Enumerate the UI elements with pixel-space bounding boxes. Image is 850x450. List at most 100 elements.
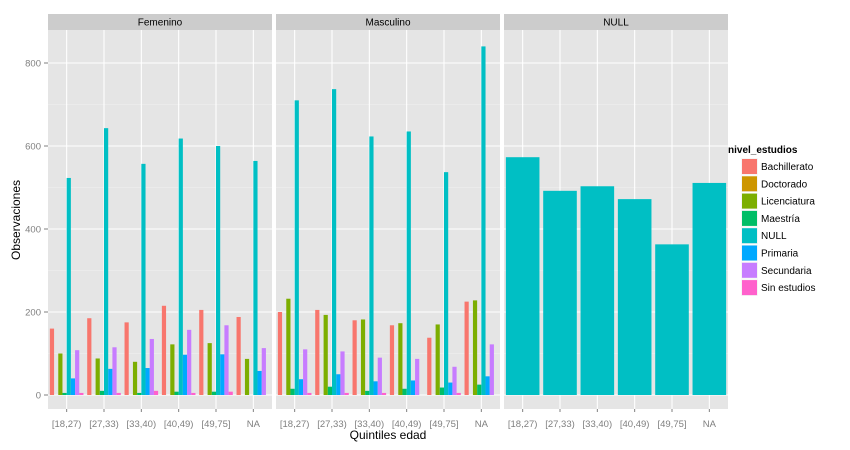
bar-sin-estudios bbox=[344, 392, 349, 395]
bar-maestría bbox=[211, 391, 216, 395]
bar-null bbox=[617, 199, 652, 395]
bar-sin-estudios bbox=[191, 392, 196, 395]
panel-background bbox=[276, 30, 500, 409]
bar-null bbox=[141, 163, 146, 395]
bar-licenciatura bbox=[132, 361, 138, 395]
bar-null bbox=[481, 46, 486, 396]
bar-bachillerato bbox=[161, 305, 167, 395]
bar-primaria bbox=[336, 374, 341, 395]
bar-primaria bbox=[257, 370, 262, 395]
facet-strip bbox=[504, 14, 728, 30]
legend-item-label: Secundaria bbox=[761, 266, 812, 277]
legend-swatch bbox=[742, 176, 757, 192]
bar-maestría bbox=[290, 388, 295, 395]
y-tick-label: 800 bbox=[25, 59, 41, 70]
x-tick-label: [40,49) bbox=[620, 419, 650, 430]
bar-licenciatura bbox=[360, 319, 366, 395]
bar-bachillerato bbox=[315, 309, 320, 395]
panel-null: NULL [18,27) [27,33) [33,40) [40,49) [49,75] N… bbox=[504, 14, 728, 430]
legend-item-label: NULL bbox=[761, 231, 787, 242]
bar-secundaria bbox=[75, 350, 80, 395]
x-tick-label: NA bbox=[475, 419, 489, 430]
bar-maestría bbox=[477, 384, 482, 395]
panel-background bbox=[48, 30, 272, 409]
bar-primaria bbox=[448, 382, 453, 395]
x-tick-label: [40,49) bbox=[392, 419, 422, 430]
bar-secundaria bbox=[112, 347, 117, 395]
facet-strip bbox=[48, 14, 272, 30]
bar-null bbox=[294, 100, 299, 395]
y-tick-label: 0 bbox=[36, 391, 41, 402]
bar-sin-estudios bbox=[116, 392, 121, 395]
legend-item-label: Maestría bbox=[761, 214, 800, 225]
bar-primaria bbox=[373, 381, 378, 395]
bar-null bbox=[178, 138, 183, 395]
bar-maestría bbox=[402, 388, 407, 395]
x-tick-label: [49,75] bbox=[201, 419, 230, 430]
x-tick-label: NA bbox=[703, 419, 717, 430]
legend-swatch bbox=[742, 280, 757, 296]
legend-title: nivel_estudios bbox=[728, 145, 798, 156]
bar-secundaria bbox=[452, 366, 457, 395]
bar-licenciatura bbox=[58, 353, 63, 395]
bar-sin-estudios bbox=[228, 391, 233, 395]
bar-primaria bbox=[220, 354, 225, 395]
bar-bachillerato bbox=[427, 337, 432, 395]
x-tick-label: [49,75] bbox=[657, 419, 686, 430]
bar-secundaria bbox=[224, 325, 229, 395]
legend-swatch bbox=[742, 159, 757, 174]
bar-licenciatura bbox=[170, 344, 175, 395]
legend-swatch bbox=[742, 228, 757, 244]
bar-maestría bbox=[62, 392, 67, 395]
bar-null bbox=[406, 131, 411, 395]
bar-primaria bbox=[70, 378, 76, 395]
bar-null bbox=[444, 172, 449, 395]
x-tick-label: [49,75] bbox=[429, 419, 458, 430]
bar-licenciatura bbox=[244, 358, 250, 395]
bar-licenciatura bbox=[95, 358, 100, 395]
bar-maestría bbox=[174, 391, 179, 395]
legend: nivel_estudios Bachillerato Doctorado Lice… bbox=[728, 145, 815, 297]
bar-bachillerato bbox=[199, 309, 204, 395]
bar-bachillerato bbox=[389, 325, 395, 395]
x-axis-label: Quintiles edad bbox=[350, 428, 427, 442]
y-axis-label: Observaciones bbox=[9, 180, 23, 260]
x-tick-label: NA bbox=[247, 419, 261, 430]
bar-secundaria bbox=[377, 357, 382, 395]
bar-primaria bbox=[485, 376, 490, 395]
bar-secundaria bbox=[340, 351, 345, 395]
bar-bachillerato bbox=[277, 312, 283, 395]
bar-null bbox=[580, 186, 615, 395]
bar-null bbox=[505, 157, 540, 395]
bar-maestría bbox=[327, 386, 332, 395]
y-axis: 0 200 400 600 800 bbox=[25, 59, 48, 402]
bar-sin-estudios bbox=[456, 392, 461, 395]
bar-bachillerato bbox=[236, 316, 241, 395]
y-tick-label: 600 bbox=[25, 142, 41, 153]
facet-strip bbox=[276, 14, 500, 30]
bar-bachillerato bbox=[87, 318, 92, 395]
bar-secundaria bbox=[489, 344, 494, 395]
bar-null bbox=[692, 182, 727, 395]
legend-swatch bbox=[742, 245, 757, 261]
x-tick-label: [33,40) bbox=[127, 419, 157, 430]
legend-swatch bbox=[742, 262, 757, 278]
bar-secundaria bbox=[187, 329, 192, 395]
x-tick-label: [18,27) bbox=[280, 419, 310, 430]
bar-null bbox=[369, 136, 374, 395]
bar-licenciatura bbox=[207, 343, 212, 395]
x-tick-label: [18,27) bbox=[52, 419, 82, 430]
facet-panels: Femenino [18,27) [27,33) [33,40) [40,49) [49,… bbox=[48, 14, 728, 430]
x-tick-label: [33,40) bbox=[355, 419, 385, 430]
bar-licenciatura bbox=[435, 324, 440, 395]
bar-null bbox=[543, 190, 577, 395]
bar-primaria bbox=[145, 368, 150, 395]
bar-primaria bbox=[410, 380, 416, 395]
x-tick-label: [27,33) bbox=[89, 419, 119, 430]
legend-swatch bbox=[742, 193, 757, 209]
panel-femenino: Femenino [18,27) [27,33) [33,40) [40,49) [49,… bbox=[48, 14, 272, 430]
legend-item-label: Licenciatura bbox=[761, 197, 815, 208]
x-tick-label: [40,49) bbox=[164, 419, 194, 430]
bar-null bbox=[104, 128, 109, 395]
